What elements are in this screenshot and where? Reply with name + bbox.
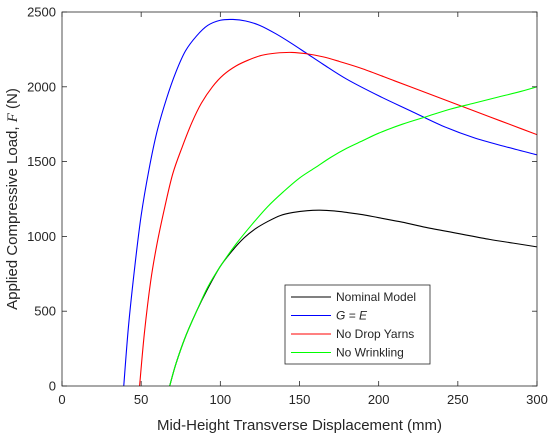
x-axis-label: Mid-Height Transverse Displacement (mm) [157, 417, 442, 434]
y-tick-label: 1000 [27, 229, 56, 244]
series-line-no-drop-yarns [139, 51, 537, 386]
x-tick-label: 150 [289, 392, 311, 407]
series-line-nominal-model [169, 209, 537, 386]
y-tick-label: 2500 [27, 5, 56, 20]
x-tick-label: 250 [447, 392, 469, 407]
y-tick-label: 0 [49, 379, 56, 394]
legend-label-g-e: G = E [336, 309, 368, 323]
y-tick-label: 2000 [27, 79, 56, 94]
x-tick-label: 0 [58, 392, 65, 407]
legend-label-no-wrinkling: No Wrinkling [336, 346, 404, 360]
x-tick-label: 50 [134, 392, 148, 407]
series-layer [123, 18, 537, 386]
y-tick-label: 1500 [27, 154, 56, 169]
x-tick-label: 200 [368, 392, 390, 407]
ticks-layer: 0 50 100 150 200 250 300 0 500 1000 1500 2000 2500 [27, 5, 548, 408]
legend-label-nominal-model: Nominal Model [336, 290, 416, 304]
x-tick-label: 100 [209, 392, 231, 407]
y-axis-label: Applied Compressive Load, F (N) [4, 88, 21, 310]
legend-label-no-drop-yarns: No Drop Yarns [336, 327, 414, 341]
y-tick-label: 500 [34, 304, 56, 319]
series-line-g-e [123, 18, 537, 386]
legend-box [284, 284, 431, 365]
labels-layer: Mid-Height Transverse Displacement (mm) A… [4, 88, 442, 434]
series-line-no-wrinkling [169, 86, 537, 386]
x-tick-label: 300 [526, 392, 548, 407]
legend: Nominal Model G = E No Drop Yarns No Wrinkl… [284, 284, 431, 365]
